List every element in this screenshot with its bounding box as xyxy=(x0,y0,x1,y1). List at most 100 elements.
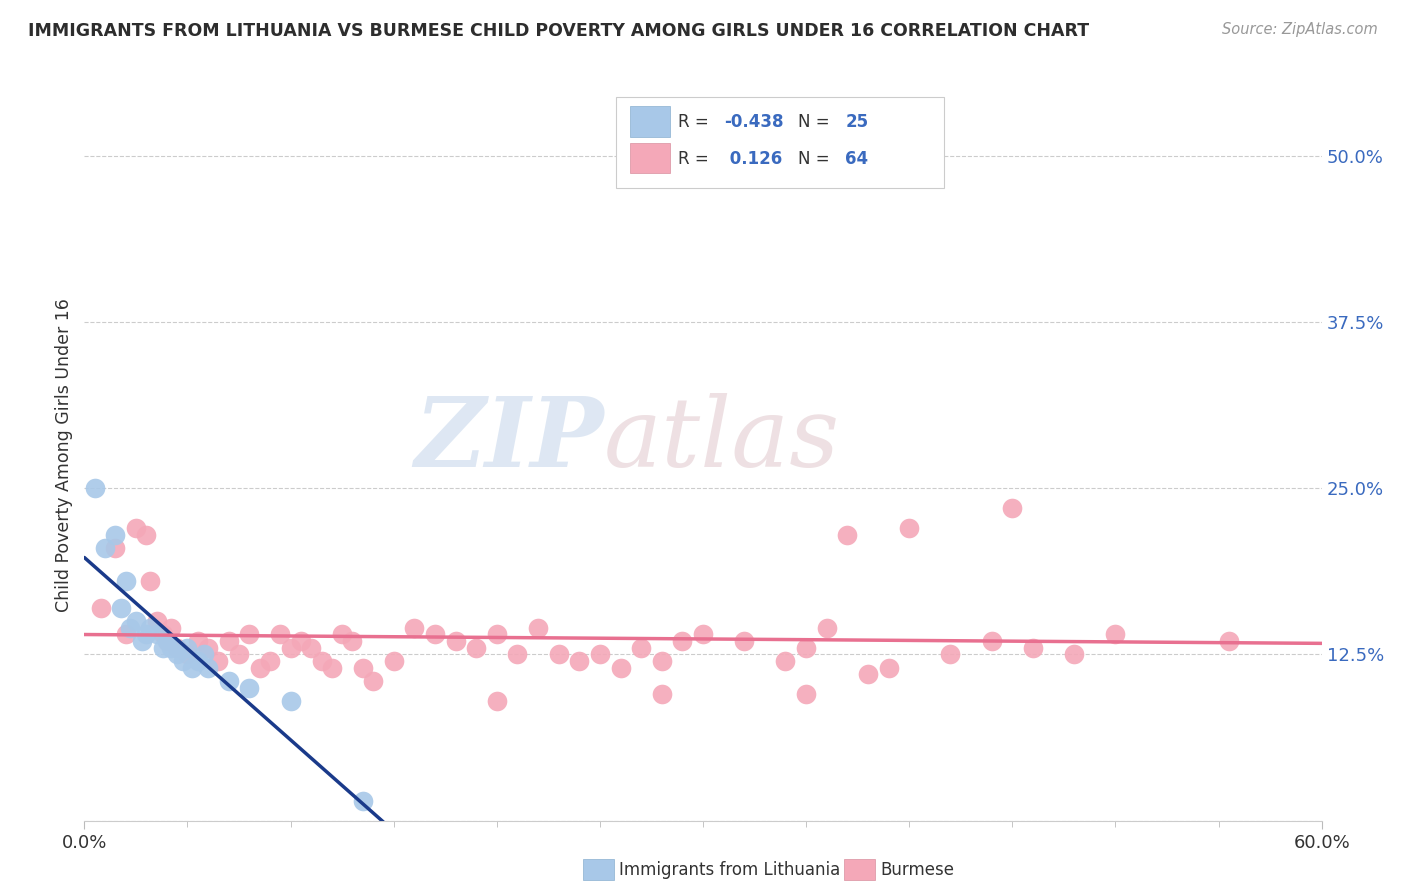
Point xyxy=(877,661,900,675)
Point xyxy=(898,521,921,535)
Point xyxy=(423,627,446,641)
Text: R =: R = xyxy=(678,113,714,131)
Point xyxy=(114,574,136,589)
Point xyxy=(104,527,127,541)
Point xyxy=(630,640,652,655)
Point xyxy=(218,634,240,648)
Point xyxy=(166,648,188,662)
Text: Immigrants from Lithuania: Immigrants from Lithuania xyxy=(619,861,839,879)
Point xyxy=(794,640,817,655)
Point xyxy=(131,634,153,648)
Point xyxy=(94,541,117,555)
Point xyxy=(176,640,198,655)
Point xyxy=(228,648,250,662)
Text: Source: ZipAtlas.com: Source: ZipAtlas.com xyxy=(1222,22,1378,37)
Text: atlas: atlas xyxy=(605,393,841,487)
Point xyxy=(176,648,198,662)
Text: 64: 64 xyxy=(845,150,869,168)
Point xyxy=(152,627,174,641)
Text: -0.438: -0.438 xyxy=(724,113,783,131)
Point xyxy=(156,634,179,648)
FancyBboxPatch shape xyxy=(616,96,945,188)
Point xyxy=(352,661,374,675)
Point xyxy=(139,574,162,589)
Point xyxy=(125,614,148,628)
Text: N =: N = xyxy=(799,113,835,131)
Point xyxy=(485,694,508,708)
Point xyxy=(118,621,141,635)
Point xyxy=(269,627,291,641)
Text: 25: 25 xyxy=(845,113,869,131)
Point xyxy=(125,521,148,535)
Point xyxy=(856,667,879,681)
Text: 0.126: 0.126 xyxy=(724,150,782,168)
Point xyxy=(980,634,1002,648)
Point xyxy=(1104,627,1126,641)
Point xyxy=(311,654,333,668)
Point xyxy=(837,527,859,541)
Point xyxy=(160,640,183,655)
Point xyxy=(465,640,488,655)
Text: IMMIGRANTS FROM LITHUANIA VS BURMESE CHILD POVERTY AMONG GIRLS UNDER 16 CORRELAT: IMMIGRANTS FROM LITHUANIA VS BURMESE CHI… xyxy=(28,22,1090,40)
Point xyxy=(110,600,132,615)
Point xyxy=(775,654,797,668)
Point xyxy=(218,673,240,688)
Point xyxy=(187,654,209,668)
Point xyxy=(172,654,194,668)
Point xyxy=(83,481,105,495)
Point xyxy=(671,634,693,648)
Point xyxy=(197,640,219,655)
Point xyxy=(330,627,353,641)
Point xyxy=(547,648,569,662)
Point xyxy=(342,634,364,648)
Point xyxy=(180,661,202,675)
Point xyxy=(197,661,219,675)
Point xyxy=(527,621,550,635)
Point xyxy=(249,661,271,675)
Point xyxy=(1218,634,1240,648)
Point xyxy=(939,648,962,662)
Point xyxy=(589,648,612,662)
Point xyxy=(135,627,157,641)
Point xyxy=(259,654,281,668)
Point xyxy=(207,654,229,668)
Point xyxy=(152,640,174,655)
Point xyxy=(444,634,467,648)
Point xyxy=(361,673,384,688)
Point xyxy=(166,640,188,655)
Point xyxy=(90,600,112,615)
Text: R =: R = xyxy=(678,150,714,168)
Point xyxy=(568,654,591,668)
Point xyxy=(352,794,374,808)
Point xyxy=(135,527,157,541)
Point xyxy=(321,661,343,675)
Point xyxy=(238,627,260,641)
Point xyxy=(815,621,838,635)
Point xyxy=(1022,640,1045,655)
Point xyxy=(104,541,127,555)
Text: Burmese: Burmese xyxy=(880,861,955,879)
Point xyxy=(794,687,817,701)
Point xyxy=(651,687,673,701)
Point xyxy=(156,634,179,648)
Point xyxy=(404,621,426,635)
Point xyxy=(145,614,167,628)
Point xyxy=(609,661,631,675)
Point xyxy=(280,640,302,655)
Point xyxy=(733,634,755,648)
Point xyxy=(692,627,714,641)
Point xyxy=(139,621,162,635)
FancyBboxPatch shape xyxy=(630,106,669,136)
Point xyxy=(193,648,215,662)
Point xyxy=(280,694,302,708)
Point xyxy=(290,634,312,648)
Text: ZIP: ZIP xyxy=(415,393,605,487)
Point xyxy=(1063,648,1085,662)
Point xyxy=(114,627,136,641)
Point xyxy=(187,634,209,648)
Point xyxy=(1001,501,1024,516)
Point xyxy=(160,621,183,635)
FancyBboxPatch shape xyxy=(630,143,669,173)
Point xyxy=(238,681,260,695)
Point xyxy=(485,627,508,641)
